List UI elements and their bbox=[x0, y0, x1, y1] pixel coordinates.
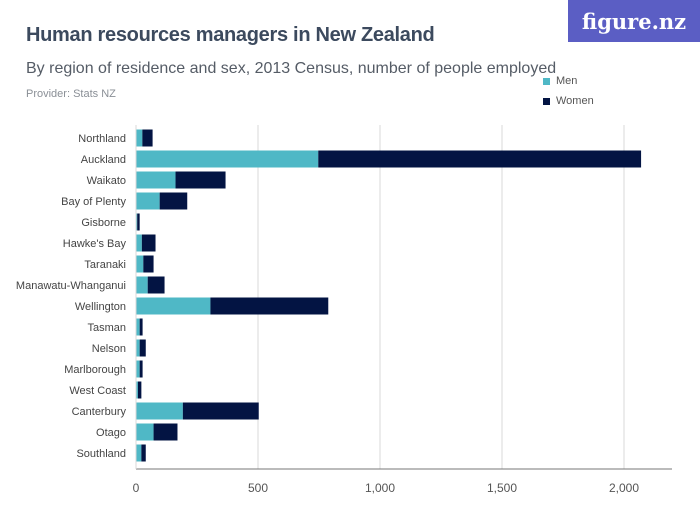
x-tick-label: 0 bbox=[133, 481, 140, 495]
x-tick-label: 1,500 bbox=[487, 481, 517, 495]
bar-women bbox=[137, 381, 142, 399]
bar-women bbox=[142, 129, 153, 147]
bar-men bbox=[136, 255, 144, 273]
bar-women bbox=[147, 276, 165, 294]
bar-women bbox=[141, 444, 146, 462]
bar-men bbox=[136, 444, 142, 462]
y-tick-label: Manawatu-Whanganui bbox=[16, 280, 126, 292]
bar-women bbox=[141, 234, 156, 252]
legend-item-men: Men bbox=[543, 75, 577, 87]
bar-women bbox=[159, 192, 188, 210]
bar-women bbox=[182, 402, 259, 420]
x-tick-label: 2,000 bbox=[609, 481, 639, 495]
bar-men bbox=[136, 423, 154, 441]
bar-women bbox=[175, 171, 226, 189]
legend-label-women: Women bbox=[556, 95, 594, 107]
y-tick-label: Hawke's Bay bbox=[63, 238, 127, 250]
y-tick-label: Wellington bbox=[75, 301, 126, 313]
y-tick-label: Gisborne bbox=[81, 217, 126, 229]
bar-women bbox=[153, 423, 178, 441]
y-tick-label: Auckland bbox=[81, 154, 126, 166]
bar-men bbox=[136, 402, 183, 420]
provider-label: Provider: Stats NZ bbox=[26, 88, 116, 100]
bar-men bbox=[136, 381, 138, 399]
x-tick-label: 1,000 bbox=[365, 481, 395, 495]
bar-men bbox=[136, 213, 138, 231]
y-tick-label: West Coast bbox=[69, 385, 126, 397]
bar-women bbox=[139, 339, 146, 357]
y-tick-label: Northland bbox=[78, 133, 126, 145]
legend-swatch-men bbox=[543, 77, 550, 85]
bar-men bbox=[136, 234, 142, 252]
y-tick-label: Bay of Plenty bbox=[61, 196, 126, 208]
bar-men bbox=[136, 339, 140, 357]
legend-item-women: Women bbox=[543, 95, 594, 107]
figure-nz-logo[interactable]: figure.nz bbox=[568, 0, 700, 42]
bar-women bbox=[137, 213, 140, 231]
bar-women bbox=[139, 318, 143, 336]
y-tick-label: Marlborough bbox=[64, 364, 126, 376]
bar-men bbox=[136, 192, 160, 210]
legend-label-men: Men bbox=[556, 75, 578, 87]
y-tick-label: Canterbury bbox=[72, 406, 127, 418]
bar-men bbox=[136, 318, 140, 336]
y-tick-label: Waikato bbox=[87, 175, 126, 187]
bar-men bbox=[136, 297, 211, 315]
y-tick-label: Nelson bbox=[92, 343, 126, 355]
bar-women bbox=[139, 360, 143, 378]
bar-men bbox=[136, 276, 148, 294]
bar-men bbox=[136, 360, 140, 378]
y-tick-label: Southland bbox=[76, 448, 126, 460]
y-tick-label: Tasman bbox=[87, 322, 126, 334]
bar-men bbox=[136, 171, 176, 189]
bar-men bbox=[136, 129, 143, 147]
bar-women bbox=[318, 150, 642, 168]
x-tick-label: 500 bbox=[248, 481, 268, 495]
chart-title: Human resources managers in New Zealand bbox=[26, 24, 435, 46]
bar-women bbox=[210, 297, 329, 315]
legend-swatch-women bbox=[543, 97, 550, 105]
y-tick-label: Otago bbox=[96, 427, 126, 439]
chart-subtitle: By region of residence and sex, 2013 Cen… bbox=[26, 60, 557, 77]
bar-men bbox=[136, 150, 319, 168]
bar-women bbox=[143, 255, 154, 273]
y-tick-label: Taranaki bbox=[84, 259, 126, 271]
